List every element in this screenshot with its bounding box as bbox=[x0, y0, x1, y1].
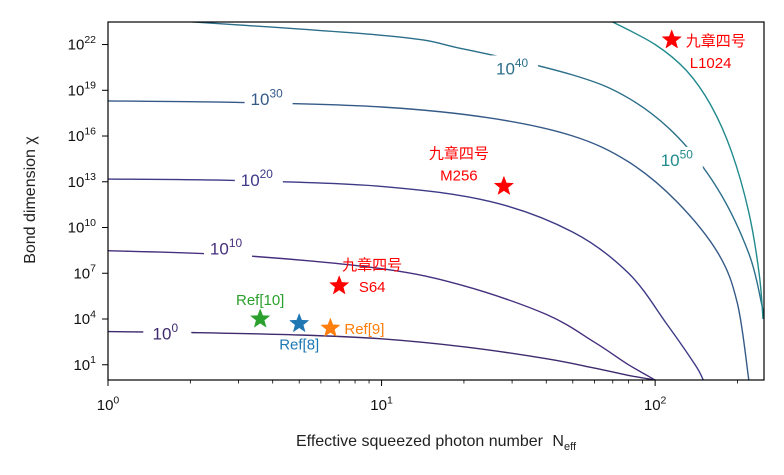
contour-label-bg bbox=[244, 85, 293, 108]
x-tick-label: 102 bbox=[644, 394, 667, 414]
star-marker bbox=[289, 312, 310, 333]
y-tick-label: 1010 bbox=[68, 217, 97, 237]
point-label: 九章四号 bbox=[342, 256, 402, 274]
contour-label-1e50: 1050 bbox=[661, 147, 694, 170]
y-tick-label: 1016 bbox=[68, 125, 97, 145]
point-label: Ref[8] bbox=[279, 337, 319, 354]
data-markers: 九章四号 L1024 九章四号 M256 九章四号 S64 Ref[10] Ref[8] Ref… bbox=[236, 29, 746, 354]
contour-label-1e30: 1030 bbox=[251, 86, 284, 109]
y-tick-label: 104 bbox=[73, 308, 96, 328]
point-label: S64 bbox=[359, 279, 386, 296]
point-label: M256 bbox=[440, 167, 478, 184]
y-tick-label: 1022 bbox=[68, 34, 97, 54]
contour-label-bg bbox=[204, 235, 253, 258]
star-marker bbox=[250, 308, 271, 328]
point-label: Ref[9] bbox=[344, 321, 384, 338]
contour-label-bg bbox=[654, 146, 703, 169]
star-marker bbox=[320, 317, 341, 337]
plot-frame bbox=[107, 21, 765, 381]
contour-label-1e10: 1010 bbox=[210, 236, 243, 259]
contour-lines bbox=[108, 22, 764, 380]
y-axis: 101 104 107 1010 1013 1016 1019 1022 bbox=[68, 34, 108, 374]
point-label: 九章四号 bbox=[429, 144, 489, 162]
y-tick-label: 1013 bbox=[68, 171, 97, 191]
contour-label-1e0: 100 bbox=[153, 321, 179, 344]
y-tick-label: 107 bbox=[73, 263, 96, 283]
contour-label-bg bbox=[490, 55, 539, 78]
point-label: L1024 bbox=[690, 55, 732, 72]
point-label: 九章四号 bbox=[686, 32, 746, 50]
contour-line-1e40 bbox=[183, 22, 764, 320]
x-axis: 100 101 102 bbox=[97, 380, 738, 414]
star-marker bbox=[329, 275, 350, 295]
star-marker bbox=[493, 175, 515, 195]
point-label: Ref[10] bbox=[236, 292, 284, 309]
contour-label-1e40: 1040 bbox=[496, 56, 529, 79]
contour-line-1e50 bbox=[612, 22, 764, 320]
contour-line-1e0 bbox=[108, 330, 656, 380]
y-axis-label: Bond dimension χ bbox=[22, 136, 39, 264]
star-marker bbox=[661, 29, 682, 49]
x-tick-label: 100 bbox=[97, 394, 120, 414]
contour-label-1e20: 1020 bbox=[241, 167, 274, 190]
x-axis-label: Effective squeezed photon number Neff bbox=[296, 433, 577, 453]
x-tick-label: 101 bbox=[370, 394, 393, 414]
y-tick-label: 1019 bbox=[68, 80, 97, 100]
y-tick-label: 101 bbox=[73, 354, 96, 374]
contour-labels: 100 1010 1020 1030 1040 1050 bbox=[143, 55, 703, 344]
contour-line-1e20 bbox=[108, 178, 704, 380]
contour-label-bg bbox=[234, 166, 283, 189]
contour-label-bg bbox=[143, 320, 192, 343]
